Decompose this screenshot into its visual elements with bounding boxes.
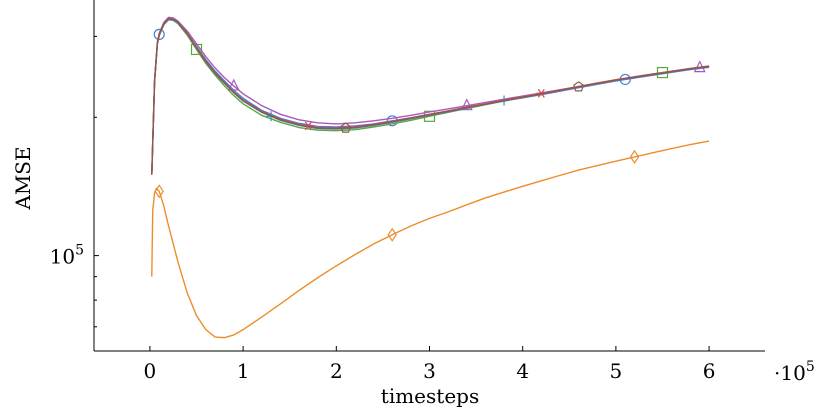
marker-triangle-1: [460, 98, 473, 111]
plot-area: [151, 16, 710, 339]
series-line-pentagon: [151, 17, 710, 175]
marker-diamond-1: [387, 227, 397, 242]
x-axis-multiplier-base: ·10: [774, 361, 806, 385]
x-tick-label-2: 2: [330, 359, 343, 383]
marker-diamond-2: [629, 149, 640, 164]
series-line-triangle: [151, 16, 710, 175]
x-tick-label-1: 1: [237, 359, 250, 383]
marker-triangle-0: [227, 78, 240, 91]
series-line-diamond: [151, 140, 710, 339]
y-axis-title: AMSE: [11, 146, 35, 210]
y-ticks: 105: [50, 35, 99, 328]
marker-pentagon-1: [573, 81, 585, 92]
marker-circle-0: [153, 28, 165, 40]
series-triangle: [151, 16, 710, 175]
series-pentagon: [151, 17, 710, 175]
x-tick-label-4: 4: [516, 359, 529, 383]
x-axis-multiplier: ·105: [774, 359, 815, 385]
marker-pentagon-0: [340, 122, 352, 133]
series-square: [151, 19, 710, 175]
x-tick-label-3: 3: [423, 359, 436, 383]
y-tick-label-0: 105: [50, 243, 84, 269]
x-tick-label-5: 5: [610, 359, 623, 383]
x-tick-label-6: 6: [703, 359, 716, 383]
x-axis-title: timesteps: [381, 384, 479, 408]
marker-diamond-0: [154, 184, 164, 199]
series-line-square: [151, 19, 710, 175]
axes: [93, 0, 765, 352]
series-diamond: [151, 140, 710, 339]
x-axis-multiplier-exponent: 5: [806, 359, 815, 375]
x-ticks: 0 1 2 3 4 5 6: [144, 346, 716, 383]
x-tick-label-0: 0: [144, 359, 157, 383]
